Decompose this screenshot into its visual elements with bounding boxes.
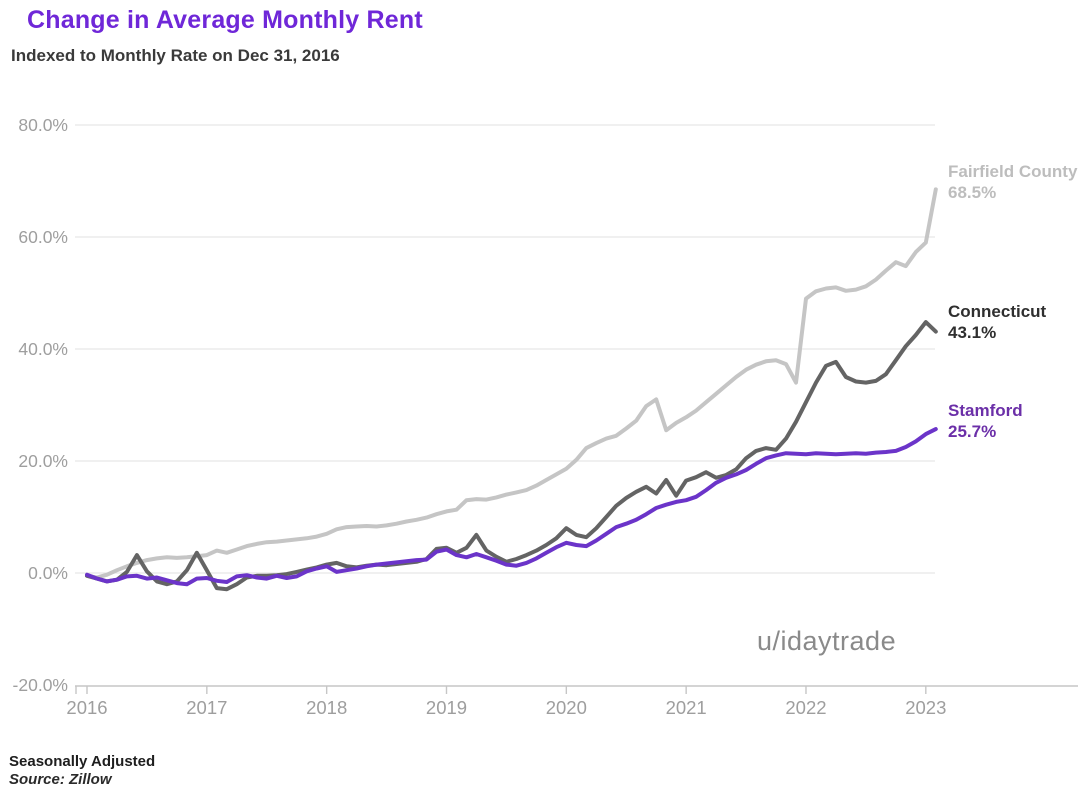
series-final-value-connecticut: 43.1% bbox=[948, 323, 997, 342]
x-tick-label: 2018 bbox=[306, 697, 347, 718]
y-tick-label: -20.0% bbox=[13, 675, 68, 695]
series-annotation-fairfield-county: Fairfield County 68.5% bbox=[948, 161, 1077, 203]
x-tick-label: 2021 bbox=[666, 697, 707, 718]
series-final-value-fairfield-county: 68.5% bbox=[948, 183, 997, 202]
y-tick-label: 60.0% bbox=[18, 227, 68, 247]
footnote-seasonally-adjusted: Seasonally Adjusted bbox=[9, 753, 156, 770]
series-annotation-connecticut: Connecticut 43.1% bbox=[948, 301, 1046, 343]
page-title: Change in Average Monthly Rent bbox=[27, 6, 423, 34]
x-tick-label: 2016 bbox=[66, 697, 107, 718]
series-line-connecticut bbox=[85, 320, 938, 592]
x-tick-label: 2017 bbox=[186, 697, 227, 718]
x-tick-label: 2023 bbox=[905, 697, 946, 718]
series-annotation-stamford: Stamford 25.7% bbox=[948, 400, 1023, 442]
y-tick-label: 0.0% bbox=[28, 563, 68, 583]
x-tick-label: 2019 bbox=[426, 697, 467, 718]
series-name-stamford: Stamford bbox=[948, 401, 1023, 420]
x-tick-label: 2020 bbox=[546, 697, 587, 718]
series-final-value-stamford: 25.7% bbox=[948, 422, 997, 441]
source-credit: Source: Zillow bbox=[9, 771, 112, 788]
y-tick-label: 40.0% bbox=[18, 339, 68, 359]
x-tick-label: 2022 bbox=[785, 697, 826, 718]
chart-subtitle: Indexed to Monthly Rate on Dec 31, 2016 bbox=[11, 46, 340, 65]
series-line-fairfield-county bbox=[85, 187, 938, 580]
y-tick-label: 20.0% bbox=[18, 451, 68, 471]
series-line-stamford bbox=[85, 427, 938, 587]
series-name-fairfield-county: Fairfield County bbox=[948, 162, 1078, 181]
watermark-username: u/idaytrade bbox=[757, 626, 897, 656]
y-tick-label: 80.0% bbox=[18, 115, 68, 135]
series-name-connecticut: Connecticut bbox=[948, 302, 1047, 321]
